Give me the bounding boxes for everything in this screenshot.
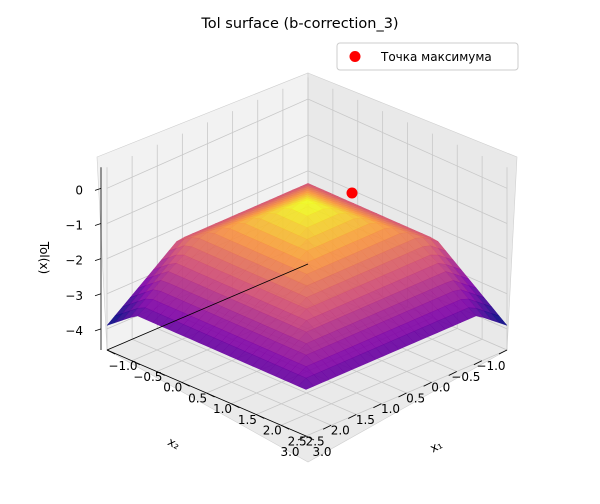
x2-tick <box>256 414 265 419</box>
grid-line <box>280 338 483 426</box>
grid-line <box>256 328 458 415</box>
z-tick <box>94 187 102 191</box>
x1-tick-label: 3.0 <box>280 445 299 459</box>
grid-line <box>131 338 332 426</box>
x2-tick <box>181 381 190 387</box>
z-tick-label: −3 <box>65 289 83 303</box>
x1-axis-line <box>106 263 309 351</box>
x2-tick-label: −0.5 <box>133 370 162 384</box>
z-tick-label: 0 <box>75 183 83 197</box>
legend-frame <box>336 42 519 71</box>
x2-tick-label: 1.5 <box>238 413 257 427</box>
x2-tick-label: 1.0 <box>213 402 232 416</box>
x2-tick <box>156 371 165 376</box>
z-axis-label: Tol(x) <box>37 241 51 274</box>
surface-patch <box>297 377 315 390</box>
x2-tick-label: −1.0 <box>108 359 137 373</box>
x1-tick-label: 1.0 <box>381 402 400 416</box>
grid-line <box>106 98 508 189</box>
x1-tick <box>373 403 382 409</box>
x1-tick-label: 0.5 <box>406 391 425 405</box>
x2-tick <box>280 424 290 430</box>
x1-tick-label: 2.0 <box>331 424 350 438</box>
x2-tick-label: 2.5 <box>288 434 307 448</box>
x1-tick-label: −1.0 <box>476 359 505 373</box>
x1-tick <box>297 435 307 441</box>
x1-tick-label: 0.0 <box>431 381 450 395</box>
z-tick <box>94 328 102 332</box>
x1-tick-label: −0.5 <box>451 370 480 384</box>
tick-marks: −1.0−0.50.00.51.01.52.02.53.0−1.0−0.50.0… <box>65 183 508 459</box>
x1-tick <box>473 360 483 366</box>
x2-tick-label: 0.5 <box>188 391 207 405</box>
legend-marker <box>349 51 361 62</box>
x1-tick-label: 1.5 <box>356 413 375 427</box>
maximum-point-marker <box>346 187 358 199</box>
grid-line <box>157 328 357 415</box>
z-tick-label: −4 <box>65 324 83 338</box>
x1-tick <box>398 392 407 398</box>
x2-tick-label: 2.0 <box>263 424 282 438</box>
z-tick <box>94 293 102 297</box>
x2-tick <box>206 392 215 398</box>
x1-tick <box>423 381 432 387</box>
grid-line <box>106 134 508 224</box>
z-tick <box>94 223 102 226</box>
legend-entry-maximum: Точка максимума <box>380 50 492 64</box>
z-tick-label: −2 <box>65 254 83 268</box>
surface-plot <box>106 183 508 390</box>
x2-tick <box>106 349 116 355</box>
chart-title: Tol surface (b-correction_3) <box>200 16 398 32</box>
x1-tick <box>322 424 332 430</box>
x2-tick <box>231 403 240 409</box>
x1-tick <box>348 414 357 419</box>
grid-line <box>106 170 508 259</box>
z-tick <box>94 258 102 261</box>
z-tick-label: −1 <box>65 218 83 232</box>
x2-tick <box>131 360 141 366</box>
legend: Точка максимума <box>336 42 519 71</box>
x1-tick <box>448 371 457 376</box>
x2-tick <box>305 435 315 441</box>
x2-tick-label: 3.0 <box>312 445 331 459</box>
x2-tick-label: 0.0 <box>163 381 182 395</box>
x1-tick <box>498 349 508 355</box>
